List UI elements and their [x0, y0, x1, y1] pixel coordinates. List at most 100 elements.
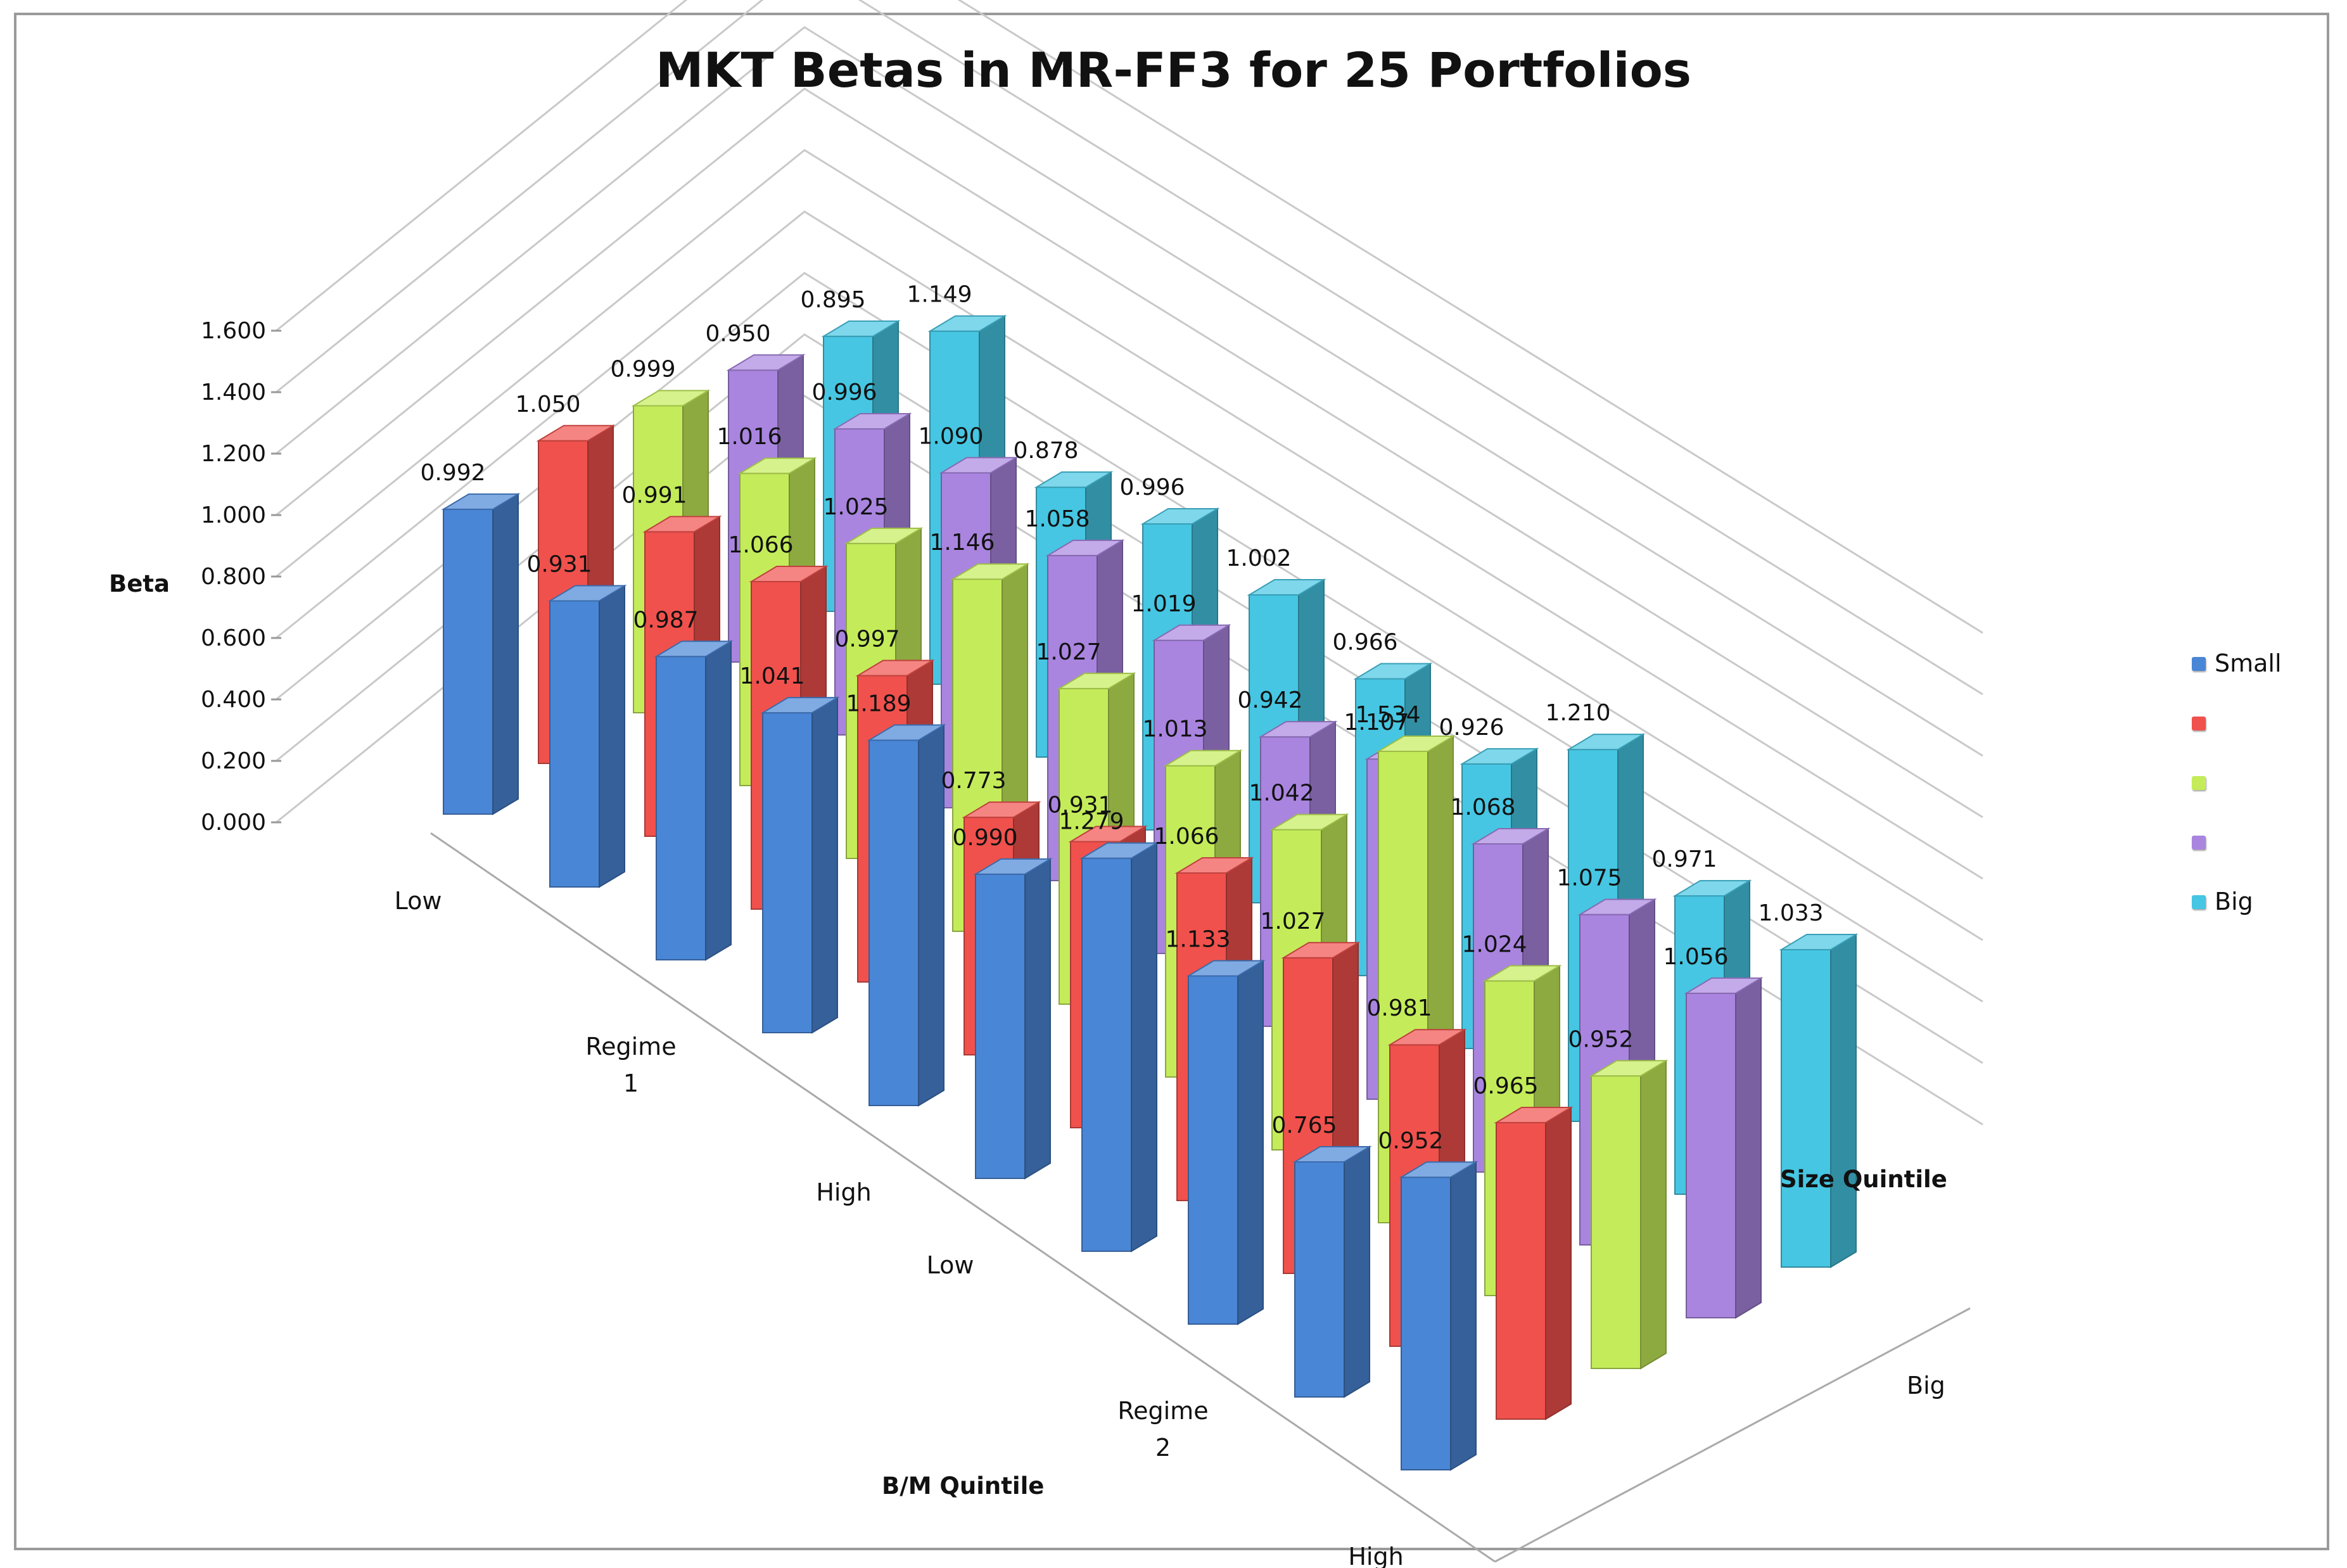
data-label: 0.971	[1651, 846, 1717, 872]
bar-top	[962, 801, 1041, 819]
bar-top	[1387, 1029, 1467, 1046]
data-label: 1.013	[1142, 717, 1207, 743]
legend-swatch	[2192, 657, 2206, 671]
bar-side	[1131, 841, 1157, 1252]
data-label: 0.990	[952, 825, 1017, 851]
data-label: 0.765	[1271, 1112, 1337, 1138]
bar-top	[749, 565, 829, 582]
data-label: 0.997	[834, 626, 900, 652]
gridline	[276, 149, 1983, 880]
data-label: 1.016	[716, 424, 782, 450]
data-label: 0.966	[1332, 629, 1397, 655]
bar	[547, 584, 627, 888]
data-label: 0.950	[705, 321, 770, 347]
depth-axis-line	[1494, 1307, 1971, 1563]
data-label: 0.992	[420, 460, 485, 486]
data-label: 1.534	[1355, 702, 1420, 728]
bar	[1494, 1106, 1574, 1420]
data-label: 0.996	[811, 379, 877, 405]
data-label: 1.050	[515, 392, 580, 417]
x-axis-title: B/M Quintile	[882, 1472, 1045, 1500]
bar-top	[844, 527, 924, 544]
bar-top	[654, 641, 734, 658]
data-label: 0.773	[941, 768, 1006, 794]
data-label: 1.066	[1154, 824, 1219, 850]
bar-top	[1460, 748, 1539, 765]
data-label: 0.942	[1237, 687, 1302, 713]
data-label: 1.042	[1249, 781, 1314, 806]
bar-top	[1672, 880, 1752, 897]
bar-top	[832, 412, 912, 430]
bar-side	[1640, 1059, 1667, 1370]
legend-swatch	[2192, 776, 2206, 790]
data-label: 0.999	[610, 356, 675, 382]
bar-front	[1496, 1121, 1546, 1420]
bar-top	[1068, 825, 1148, 843]
data-label: 0.952	[1378, 1128, 1443, 1154]
bar-top	[631, 390, 711, 407]
bar-top	[547, 585, 627, 602]
data-label: 1.068	[1450, 794, 1515, 820]
gridline	[276, 210, 1983, 941]
data-label: 1.133	[1165, 926, 1230, 952]
data-label: 0.952	[1568, 1026, 1633, 1052]
legend-swatch	[2192, 836, 2206, 850]
data-label: 1.024	[1461, 931, 1527, 957]
data-label: 0.996	[1119, 475, 1185, 500]
gridline	[276, 0, 1983, 696]
chart-title: MKT Betas in MR-FF3 for 25 Portfolios	[655, 42, 1692, 98]
data-label: 1.056	[1663, 944, 1728, 970]
bar-side	[918, 723, 945, 1107]
bar-side	[1450, 1161, 1477, 1471]
data-label: 1.107	[1344, 710, 1409, 736]
y-tick-label: 0.400	[201, 687, 266, 713]
bar-top	[441, 493, 521, 510]
x-tick-label: Low	[395, 887, 442, 915]
bar-front	[1781, 948, 1831, 1268]
data-label: 0.991	[621, 482, 687, 508]
bar-front	[762, 712, 813, 1033]
bar-top	[1152, 624, 1231, 641]
x-axis-labels: Low Regime 1 High Low Regime 2 High	[395, 887, 1404, 1568]
data-label: 1.090	[918, 423, 983, 449]
bar-top	[1353, 663, 1433, 680]
data-label: 1.002	[1226, 545, 1291, 571]
bar-side	[599, 584, 625, 888]
bar	[760, 696, 840, 1034]
data-label: 1.066	[728, 532, 793, 558]
y-axis: 0.000 0.200 0.400 0.600 0.800 1.000 1.200 1.400…	[201, 318, 281, 836]
bar-top	[1034, 471, 1114, 488]
bar-side	[1735, 977, 1762, 1319]
bar-top	[1577, 898, 1657, 915]
bar-top	[950, 563, 1030, 580]
legend-label: Big	[2215, 888, 2253, 915]
data-label: 1.027	[1260, 908, 1325, 934]
bar-top	[1399, 1161, 1479, 1178]
bar-side	[1545, 1106, 1572, 1420]
bar-side	[1024, 858, 1051, 1180]
y-tick-label: 0.200	[201, 748, 266, 774]
data-label: 1.027	[1036, 639, 1101, 665]
legend-swatch	[2192, 895, 2206, 909]
data-label: 1.189	[846, 691, 911, 717]
bar-top	[1292, 1145, 1372, 1163]
bar-top	[642, 516, 722, 533]
gridline	[276, 26, 1983, 757]
bar-top	[760, 697, 840, 714]
bar-front	[443, 508, 493, 815]
data-label: 0.931	[526, 551, 592, 577]
legend-swatch	[2192, 717, 2206, 730]
bar-front	[656, 656, 706, 960]
bar-front	[549, 600, 600, 888]
x-tick-label: Regime	[585, 1033, 676, 1061]
bar-top	[536, 424, 616, 442]
gridline	[276, 0, 1983, 634]
bar-top	[1269, 813, 1349, 831]
bar	[973, 858, 1053, 1180]
y-tick-label: 1.600	[201, 318, 266, 344]
bar-side	[492, 493, 519, 815]
bar	[1589, 1059, 1669, 1370]
bar-top	[1482, 965, 1562, 982]
depth-tick-label: Big	[1907, 1372, 1945, 1399]
